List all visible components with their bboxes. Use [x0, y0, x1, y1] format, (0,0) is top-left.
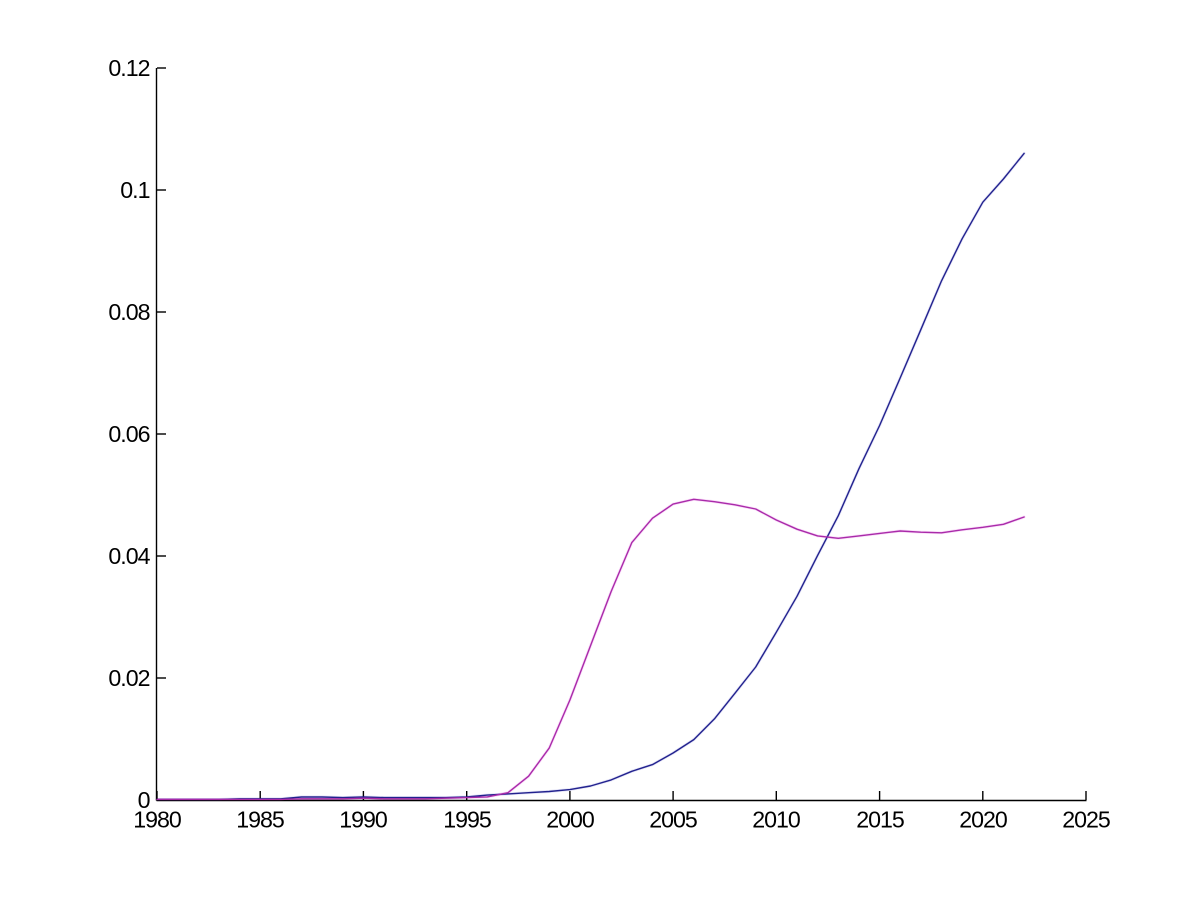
svg-text:1985: 1985: [236, 807, 284, 833]
svg-text:0.04: 0.04: [108, 543, 150, 569]
svg-text:0.1: 0.1: [120, 177, 149, 203]
svg-text:2005: 2005: [649, 807, 697, 833]
svg-text:2000: 2000: [546, 807, 594, 833]
svg-text:0.02: 0.02: [108, 665, 149, 691]
svg-text:2015: 2015: [856, 807, 904, 833]
svg-text:2025: 2025: [1062, 807, 1110, 833]
svg-text:0.08: 0.08: [108, 299, 149, 325]
svg-text:1990: 1990: [339, 807, 387, 833]
svg-text:1980: 1980: [133, 807, 181, 833]
svg-text:1995: 1995: [443, 807, 491, 833]
svg-text:0.06: 0.06: [108, 421, 149, 447]
svg-text:0.12: 0.12: [108, 55, 149, 81]
svg-text:2020: 2020: [959, 807, 1007, 833]
svg-text:2010: 2010: [752, 807, 800, 833]
svg-text:0: 0: [138, 787, 150, 813]
